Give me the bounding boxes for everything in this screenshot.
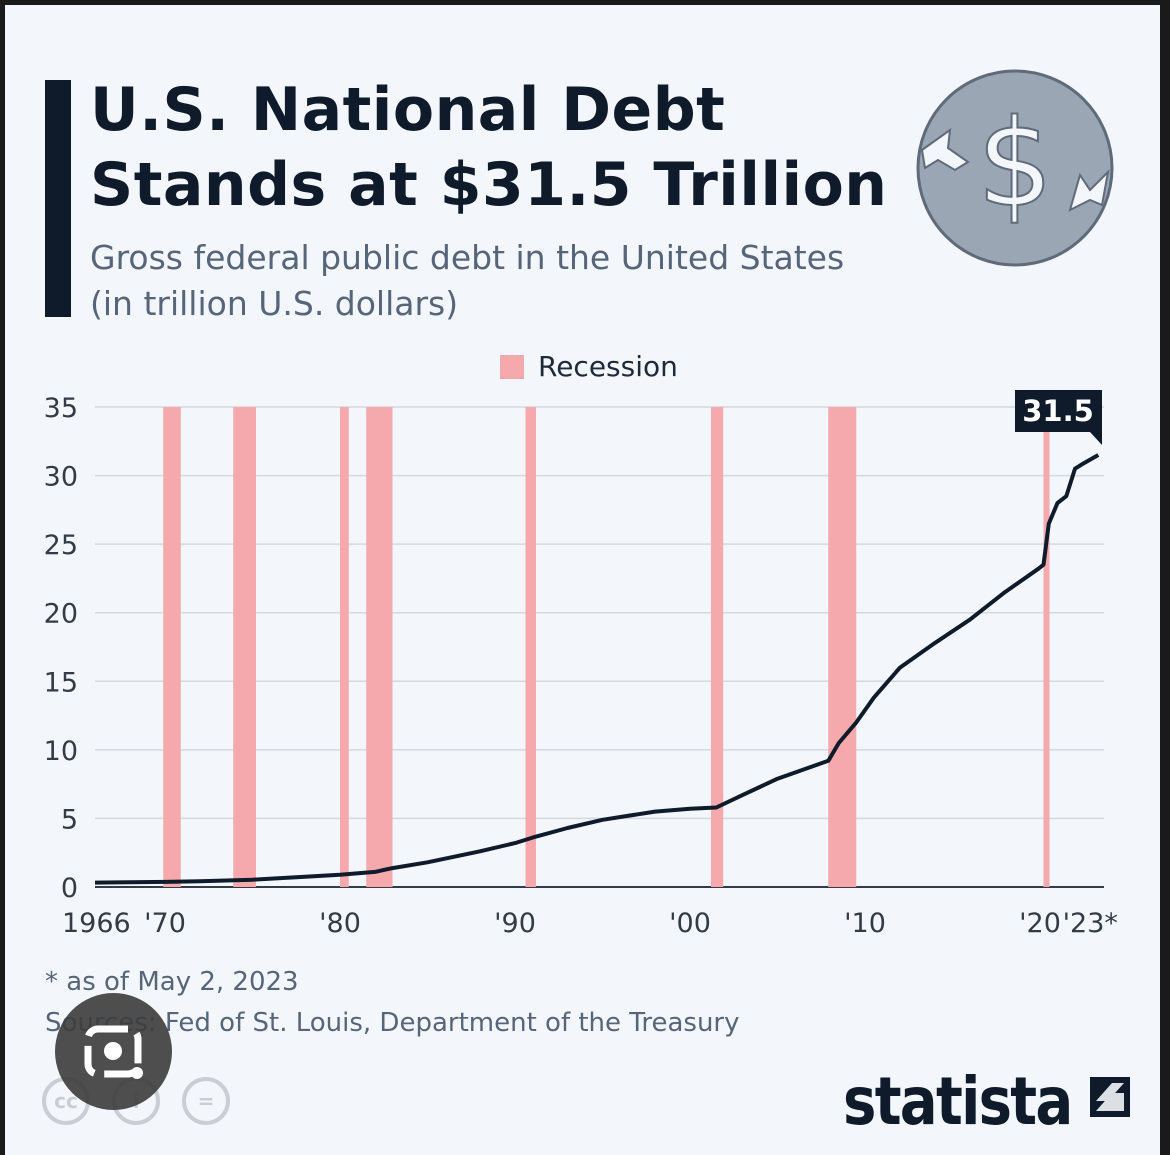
- subtitle: Gross federal public debt in the United …: [90, 235, 844, 327]
- y-tick-label: 0: [61, 873, 78, 904]
- recession-band: [525, 407, 536, 887]
- x-tick-label: '00: [669, 908, 711, 939]
- recession-band: [1043, 407, 1050, 887]
- camera-icon: [84, 1025, 143, 1079]
- recession-band: [233, 407, 256, 887]
- statista-logo: statista: [843, 1063, 1073, 1140]
- recession-band: [163, 407, 181, 887]
- y-tick-label: 30: [44, 462, 78, 493]
- legend: Recession: [500, 350, 678, 383]
- value-callout-label: 31.5: [1022, 394, 1094, 428]
- recession-band: [366, 407, 393, 887]
- footnote: * as of May 2, 2023: [45, 967, 299, 997]
- statista-logo-icon: [1090, 1077, 1130, 1117]
- image-search-lens-button[interactable]: [55, 993, 172, 1110]
- no-derivatives-icon[interactable]: =: [182, 1077, 230, 1125]
- recession-band: [828, 407, 857, 887]
- y-tick-label: 15: [44, 667, 78, 698]
- y-tick-label: 20: [44, 599, 78, 630]
- x-tick-label: '80: [319, 908, 361, 939]
- y-tick-label: 5: [61, 804, 78, 835]
- y-tick-label: 35: [44, 393, 78, 424]
- dollar-coin-icon: $: [916, 69, 1114, 267]
- x-tick-label: '23*: [1063, 908, 1118, 939]
- y-tick-label: 10: [44, 736, 78, 767]
- title-line-1: U.S. National Debt: [90, 75, 726, 145]
- x-tick-label: 1966: [62, 908, 131, 939]
- subtitle-line-1: Gross federal public debt in the United …: [90, 238, 845, 277]
- title-line-2: Stands at $31.5 Trillion: [90, 150, 888, 220]
- page-title: U.S. National Debt Stands at $31.5 Trilli…: [90, 73, 888, 223]
- x-tick-label: '70: [144, 908, 186, 939]
- title-accent-bar: [45, 80, 71, 317]
- value-callout: [1015, 390, 1102, 445]
- recession-swatch: [500, 354, 524, 379]
- legend-label: Recession: [538, 350, 678, 383]
- x-tick-label: '20: [1019, 908, 1061, 939]
- recession-band: [340, 407, 349, 887]
- recession-band: [711, 407, 724, 887]
- y-tick-label: 25: [44, 530, 78, 561]
- x-tick-label: '10: [844, 908, 886, 939]
- x-tick-label: '90: [494, 908, 536, 939]
- subtitle-line-2: (in trillion U.S. dollars): [90, 284, 459, 323]
- svg-text:$: $: [977, 95, 1053, 234]
- debt-line: [94, 453, 1100, 885]
